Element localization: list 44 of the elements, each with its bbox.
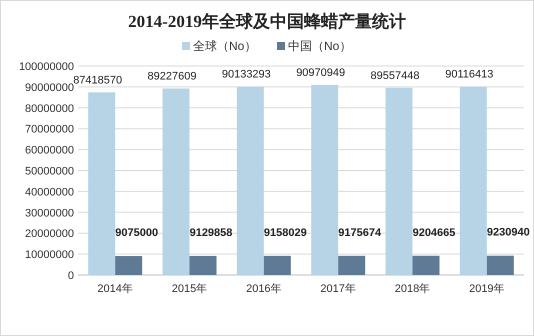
y-tick-label: 40000000 bbox=[25, 186, 74, 198]
bar bbox=[162, 88, 190, 275]
y-tick-label: 20000000 bbox=[25, 228, 74, 240]
x-tick-label: 2016年 bbox=[246, 283, 282, 295]
data-label: 9230940 bbox=[486, 226, 530, 239]
bar bbox=[236, 86, 264, 275]
y-tick-label: 100000000 bbox=[18, 61, 74, 73]
bar bbox=[460, 86, 487, 275]
bar bbox=[115, 256, 142, 275]
x-tick-label: 2018年 bbox=[394, 283, 430, 295]
bar bbox=[88, 92, 116, 275]
y-tick-label: 10000000 bbox=[25, 249, 74, 262]
legend-label: 中国（No） bbox=[288, 39, 352, 53]
legend-label: 全球（No） bbox=[193, 39, 256, 53]
data-label: 90970949 bbox=[296, 66, 346, 79]
y-tick-label: 30000000 bbox=[25, 207, 74, 220]
data-label: 89557448 bbox=[370, 70, 420, 82]
y-tick-label: 60000000 bbox=[25, 144, 74, 157]
bar bbox=[386, 88, 412, 275]
data-label: 9075000 bbox=[115, 227, 158, 240]
bar bbox=[338, 256, 366, 275]
bar bbox=[264, 256, 291, 275]
y-tick-label: 0 bbox=[68, 270, 74, 282]
y-tick-label: 50000000 bbox=[25, 166, 74, 178]
data-label: 9129858 bbox=[190, 226, 232, 239]
data-label: 9175674 bbox=[338, 226, 382, 239]
y-tick-label: 80000000 bbox=[25, 102, 74, 115]
data-label: 90133293 bbox=[222, 68, 271, 81]
x-tick-label: 2017年 bbox=[320, 283, 356, 295]
data-label: 9204665 bbox=[412, 226, 456, 239]
data-label: 9158029 bbox=[264, 226, 307, 239]
x-tick-label: 2014年 bbox=[97, 283, 133, 295]
y-tick-label: 90000000 bbox=[25, 82, 74, 94]
data-label: 87418570 bbox=[73, 74, 122, 86]
bar bbox=[190, 256, 216, 275]
y-tick-label: 70000000 bbox=[25, 124, 74, 136]
bar bbox=[412, 256, 440, 275]
data-label: 90116413 bbox=[445, 68, 494, 81]
chart-title: 2014-2019年全球及中国蜂蜡产量统计 bbox=[128, 12, 406, 31]
bar bbox=[486, 256, 514, 275]
x-tick-label: 2015年 bbox=[172, 283, 208, 295]
bar bbox=[311, 84, 338, 275]
data-label: 89227609 bbox=[148, 70, 196, 83]
x-tick-label: 2019年 bbox=[469, 283, 505, 295]
